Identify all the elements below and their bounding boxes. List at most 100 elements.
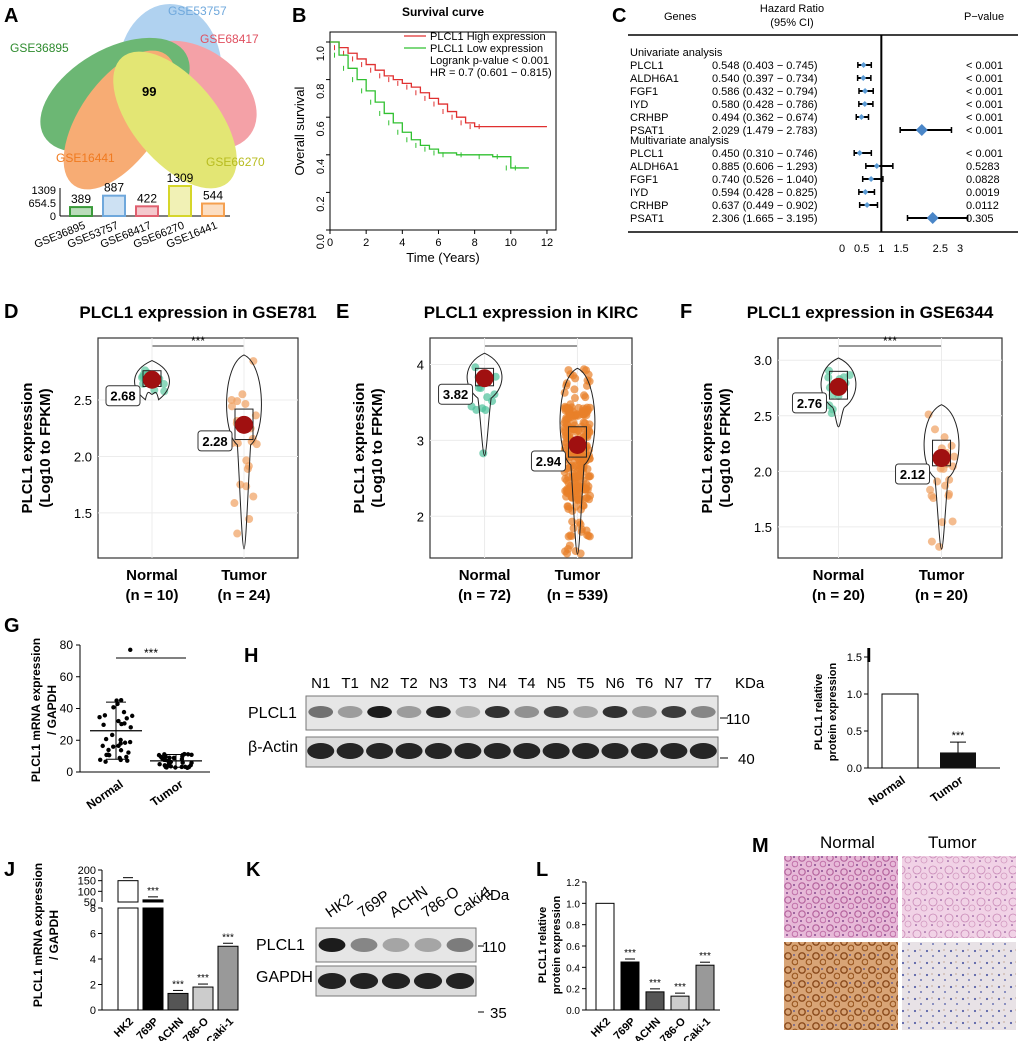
y-tick-label: 8 [90, 903, 96, 915]
significance-stars: *** [147, 886, 159, 897]
band-plcl1 [318, 938, 346, 952]
band-gapdh [413, 973, 443, 989]
violin-outline [923, 404, 960, 550]
estimate-marker [860, 62, 867, 68]
legend-low: PLCL1 Low expression [430, 43, 543, 55]
bar-value-label: 422 [137, 191, 157, 205]
x-tick-label: Caki-1 [681, 1016, 713, 1041]
row-pvalue: < 0.001 [966, 112, 1003, 124]
y-tick-label: 0.4 [566, 963, 580, 974]
x-tick-label: 6 [435, 237, 441, 249]
bar-normal [881, 693, 919, 769]
sample-size-label: (n = 539) [547, 587, 608, 604]
lane-label: N3 [429, 675, 448, 692]
data-point [483, 393, 492, 402]
y-tick-label: 0.5 [847, 726, 862, 738]
x-tick-label: Tumor [148, 777, 186, 810]
x-tick-label: 2 [363, 237, 369, 249]
size-label-40: 40 [738, 751, 755, 768]
y-tick-label: 0.8 [566, 921, 580, 932]
estimate-marker [915, 124, 928, 136]
x-tick-label: 0 [327, 237, 333, 249]
band-plcl1 [455, 706, 481, 718]
mean-label: 2.68 [110, 389, 135, 404]
significance-stars: *** [191, 334, 205, 348]
sample-size-label: (n = 24) [218, 587, 271, 604]
data-point [950, 452, 959, 461]
data-point [98, 757, 103, 762]
y-tick-label: 60 [60, 670, 74, 684]
data-point [122, 740, 128, 745]
y-tick-label: 654.5 [28, 198, 56, 210]
kda-label: KDa [735, 675, 765, 692]
y-tick-label: 1.2 [566, 878, 580, 889]
data-point [927, 537, 936, 546]
y-axis-label: PLCL1 relative [537, 907, 549, 983]
y-tick-label: 2 [90, 980, 96, 992]
panel-label-h: H [244, 645, 258, 667]
bar-gse16441 [201, 202, 225, 218]
lane-label: T3 [459, 675, 477, 692]
lane-label: T1 [341, 675, 359, 692]
band-plcl1 [350, 938, 378, 952]
panel-label-i: I [866, 645, 872, 667]
row-hr: 0.740 (0.526 − 1.040) [712, 174, 818, 186]
histology-col-normal: Normal [820, 833, 875, 852]
data-point [571, 461, 580, 470]
mean-label: 3.82 [443, 387, 468, 402]
venn-label-gse66270: GSE66270 [206, 155, 265, 169]
data-point [574, 494, 583, 503]
y-axis-label: protein expression [551, 896, 563, 995]
bar [192, 986, 214, 1011]
mean-label-box [197, 430, 233, 452]
bar [217, 945, 239, 1011]
data-point [583, 531, 592, 540]
row-hr: 0.586 (0.432 − 0.794) [712, 86, 818, 98]
section-univariate: Univariate analysis [630, 47, 723, 59]
mean-marker [932, 449, 951, 467]
sample-size-label: (n = 72) [458, 587, 511, 604]
mean-label-box [105, 385, 141, 407]
data-point [471, 363, 480, 372]
data-point [100, 743, 105, 749]
data-point [241, 399, 250, 408]
y-tick-label: 0.4 [315, 159, 327, 174]
band-plcl1 [573, 706, 598, 718]
y-tick-label: 0.0 [566, 1006, 580, 1017]
violin-plot-kirc: PLCL1 expression in KIRC 2 3 4 PLCL1 express… [351, 303, 638, 604]
header-ci: (95% CI) [770, 17, 813, 29]
x-tick-label: 12 [541, 237, 553, 249]
band-plcl1 [484, 706, 510, 718]
significance-stars: *** [172, 979, 184, 990]
x-tick-label: Caki-1 [204, 1016, 236, 1041]
y-tick-label: 150 [78, 876, 96, 888]
y-tick-label: 2.0 [754, 464, 772, 479]
violin-plot-gse781: PLCL1 expression in GSE781 1.5 2.0 2.5 PLCL1… [19, 303, 317, 604]
sample-size-label: (n = 10) [126, 587, 179, 604]
x-tick-label: Tumor [919, 567, 965, 584]
mean-marker [568, 435, 587, 454]
size-label-110: 110 [482, 939, 506, 956]
size-label-110: 110 [726, 711, 750, 728]
y-axis-label: PLCL1 expression [699, 383, 716, 514]
row-gene: IYD [630, 187, 648, 199]
mean-label: 2.94 [536, 454, 562, 469]
data-point [825, 366, 834, 375]
x-tick-label: HK2 [589, 1016, 613, 1040]
x-tick-label: Tumor [928, 773, 966, 806]
he-tumor-image [902, 856, 1016, 938]
venn-center-count: 99 [142, 84, 156, 99]
mean-marker [475, 369, 494, 388]
data-point [171, 755, 177, 761]
y-axis-label: protein expression [827, 663, 839, 762]
box [828, 370, 848, 400]
x-tick-label: 1 [878, 243, 884, 255]
series-high-expression [330, 41, 547, 128]
x-tick-label: Normal [126, 567, 178, 584]
sample-size-label: (n = 20) [812, 587, 865, 604]
significance-stars: *** [649, 978, 661, 989]
y-axis-label: PLCL1 relative [813, 674, 825, 750]
box [234, 408, 254, 441]
data-point [109, 732, 115, 738]
venn-diagram [40, 4, 257, 190]
